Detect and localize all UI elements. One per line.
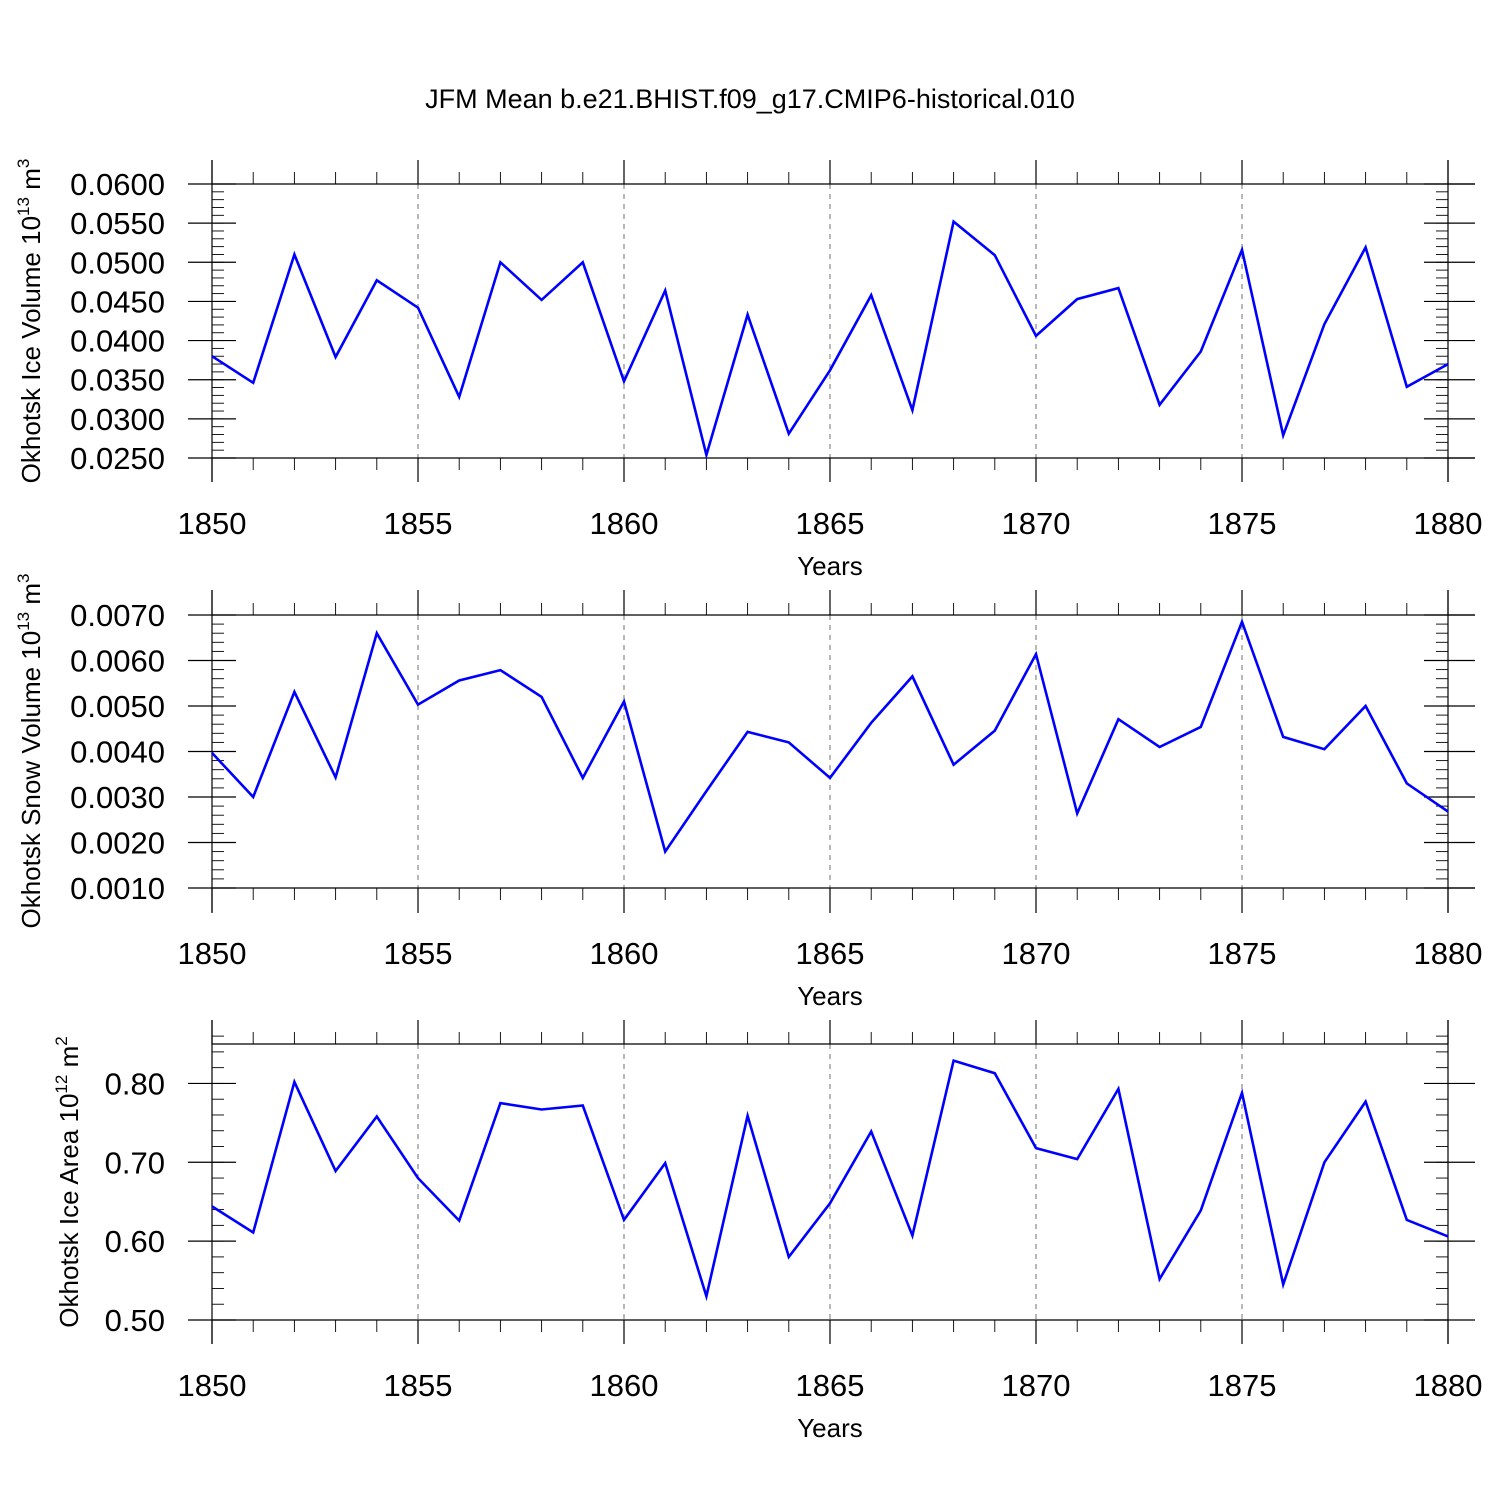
y-tick-label: 0.0350 <box>70 363 165 398</box>
y-tick-label: 0.0500 <box>70 245 165 280</box>
x-tick-label: 1855 <box>384 506 453 541</box>
x-axis-label: Years <box>797 551 863 581</box>
y-tick-label: 0.0600 <box>70 167 165 202</box>
panels: 0.0250 0.0300 0.0350 0.0400 0.0450 0.0500 0.05… <box>14 159 1482 1443</box>
x-tick-label: 1855 <box>384 1368 453 1403</box>
y-axis-label: Okhotsk Ice Volume 1013 m3 <box>14 159 46 484</box>
y-axis-label: Okhotsk Ice Area 1012 m2 <box>52 1036 84 1327</box>
x-tick-label: 1865 <box>796 506 865 541</box>
x-tick-label: 1865 <box>796 1368 865 1403</box>
panel-1: 0.0250 0.0300 0.0350 0.0400 0.0450 0.0500 0.05… <box>14 159 1482 581</box>
y-tick-label: 0.0040 <box>70 735 165 770</box>
y-tick-label: 0.0070 <box>70 598 165 633</box>
x-tick-label: 1865 <box>796 936 865 971</box>
y-tick-label: 0.50 <box>105 1303 165 1338</box>
x-tick-label: 1880 <box>1414 506 1483 541</box>
y-tick-label: 0.60 <box>105 1224 165 1259</box>
x-tick-label: 1875 <box>1208 936 1277 971</box>
x-tick-label: 1870 <box>1002 1368 1071 1403</box>
y-tick-label: 0.0450 <box>70 284 165 319</box>
series-line <box>211 219 1449 460</box>
y-tick-label: 0.0030 <box>70 780 165 815</box>
y-tick-label: 0.0400 <box>70 324 165 359</box>
x-tick-label: 1855 <box>384 936 453 971</box>
y-tick-label: 0.0050 <box>70 689 165 724</box>
y-tick-label: 0.80 <box>105 1066 165 1101</box>
x-tick-label: 1875 <box>1208 506 1277 541</box>
y-tick-label: 0.0550 <box>70 206 165 241</box>
x-tick-label: 1860 <box>590 506 659 541</box>
x-tick-label: 1870 <box>1002 506 1071 541</box>
x-tick-label: 1880 <box>1414 1368 1483 1403</box>
x-tick-label: 1875 <box>1208 1368 1277 1403</box>
panel-2: 0.0010 0.0020 0.0030 0.0040 0.0050 0.0060 0.00… <box>14 574 1482 1012</box>
y-tick-label: 0.0020 <box>70 826 165 861</box>
series-line <box>211 1058 1449 1302</box>
x-tick-label: 1850 <box>178 936 247 971</box>
series-line <box>211 618 1449 855</box>
x-tick-label: 1860 <box>590 936 659 971</box>
y-axis-label: Okhotsk Snow Volume 1013 m3 <box>14 574 46 929</box>
x-tick-label: 1850 <box>178 506 247 541</box>
y-tick-label: 0.0300 <box>70 402 165 437</box>
x-tick-label: 1850 <box>178 1368 247 1403</box>
x-tick-label: 1870 <box>1002 936 1071 971</box>
x-tick-label: 1860 <box>590 1368 659 1403</box>
x-tick-label: 1880 <box>1414 936 1483 971</box>
y-tick-label: 0.0010 <box>70 871 165 906</box>
y-tick-label: 0.0250 <box>70 441 165 476</box>
panel-3: 0.50 0.60 0.70 0.80 1850 1855 1860 1865 1870 1875… <box>52 1020 1482 1443</box>
figure-title: JFM Mean b.e21.BHIST.f09_g17.CMIP6-histo… <box>425 84 1075 114</box>
x-axis-label: Years <box>797 1413 863 1443</box>
y-tick-label: 0.0060 <box>70 644 165 679</box>
x-axis-label: Years <box>797 981 863 1011</box>
y-tick-label: 0.70 <box>105 1145 165 1180</box>
